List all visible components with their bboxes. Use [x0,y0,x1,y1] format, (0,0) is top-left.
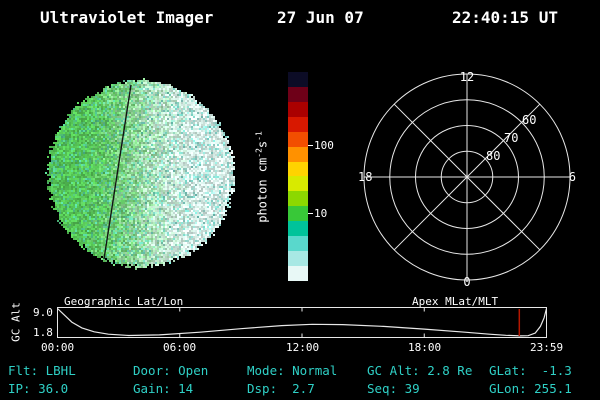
colorbar-unit-mid: s [255,140,270,149]
polar-hour-label-12: 12 [460,70,474,84]
status-door: Door: Open [133,363,209,378]
status-gc-alt: GC Alt: 2.8 Re [367,363,473,378]
orbit-chart-frame [57,307,547,338]
colorbar-unit-main: photon cm [255,157,270,223]
polar-hour-label-0: 0 [463,275,470,287]
colorbar-band [288,206,308,222]
colorbar-band [288,146,308,162]
chart-right-title: Apex MLat/MLT [412,295,499,308]
status-row: Flt: LBHL Door: Open Mode: Normal GC Alt… [8,363,572,378]
x-tick-label: 06:00 [163,341,197,354]
polar-grid: 12 18 6 0 60 70 80 [358,70,576,287]
status-ip: IP: 36.0 [8,381,69,396]
polar-hour-label-6: 6 [569,170,576,184]
x-tick-label: 23:59 [530,341,564,354]
colorbar-band [288,176,308,192]
colorbar-band [288,251,308,266]
colorbar-band [288,161,308,177]
y-max-label: 9.0 [33,306,53,319]
orbit-chart-ticks [179,308,425,337]
colorbar-tick-label-100: 100 [314,139,334,152]
polar-hour-label-18: 18 [358,170,372,184]
chart-left-title: Geographic Lat/Lon [64,295,184,308]
colorbar-unit-label: photon cm-2s-1 [255,131,270,223]
polar-spoke [393,103,541,251]
colorbar-band [288,236,308,252]
uv-disk-image [43,76,237,270]
colorbar [288,72,308,281]
orbit-altitude-curve [57,308,547,337]
x-tick-label: 18:00 [408,341,442,354]
polar-grid-lines [363,73,571,281]
colorbar-band [288,191,308,207]
status-mode: Mode: Normal [247,363,338,378]
colorbar-band [288,86,308,102]
polar-lat-label-60: 60 [522,113,536,127]
colorbar-band [288,116,308,132]
observation-date: 27 Jun 07 [277,8,364,27]
status-glon: GLon: 255.1 [489,381,572,396]
colorbar-band [288,221,308,237]
polar-lat-label-70: 70 [504,131,518,145]
colorbar-band [288,101,308,117]
colorbar-tick-label-10: 10 [314,207,328,220]
status-row: IP: 36.0 Gain: 14 Dsp: 2.7 Seq: 39 GLon:… [8,381,572,396]
status-seq: Seq: 39 [367,381,420,396]
x-tick-label: 12:00 [286,341,320,354]
colorbar-unit-sup1: -2 [254,148,264,158]
status-glat: GLat: -1.3 [489,363,572,378]
status-dsp: Dsp: 2.7 [247,381,315,396]
status-gain: Gain: 14 [133,381,194,396]
x-tick-label: 00:00 [41,341,75,354]
colorbar-band [288,131,308,147]
colorbar-band [288,72,308,87]
colorbar-tickmark [308,213,313,214]
polar-lat-label-80: 80 [486,149,500,163]
gc-alt-axis-label: GC Alt [9,302,23,342]
orbit-chart [57,307,547,338]
observation-time: 22:40:15 UT [452,8,558,27]
colorbar-tickmark [308,145,313,146]
y-min-label: 1.8 [33,326,53,339]
colorbar-band [288,265,308,281]
status-flt: Flt: LBHL [8,363,76,378]
colorbar-unit-sup2: -1 [254,131,264,141]
app-title: Ultraviolet Imager [40,8,214,27]
